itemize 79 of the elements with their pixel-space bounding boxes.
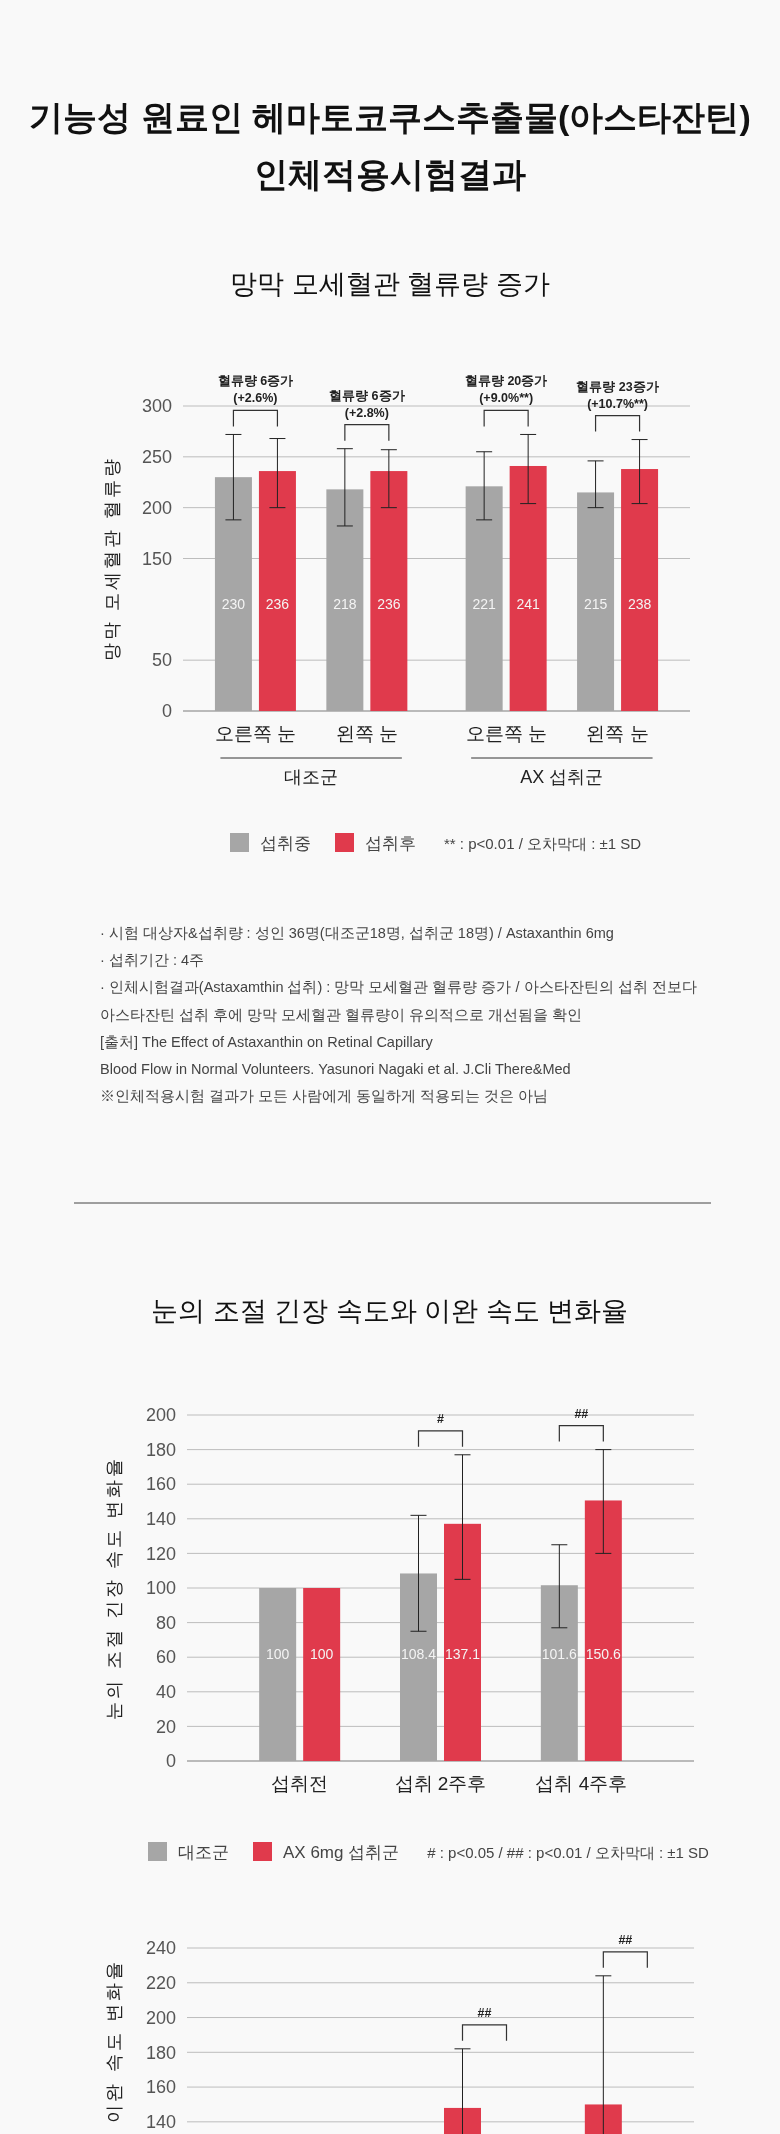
y-tick-label: 200 <box>145 1405 176 1426</box>
y-tick-label: 0 <box>165 1751 176 1772</box>
y-tick-label: 160 <box>145 2077 176 2098</box>
text: 혈류량 6증가 (+2.6%) <box>217 374 294 406</box>
x-tick-label: 섭취 2주후 <box>394 1773 487 1794</box>
y-tick-label: 200 <box>145 2007 176 2028</box>
y-tick-label: 250 <box>141 447 172 468</box>
text: 아스타잔틴 섭취 후에 망막 모세혈관 혈류량이 유의적으로 개선됨을 확인 <box>100 1006 583 1023</box>
text: Blood Flow in Normal Volunteers. Yasunori Nagaki et al. J.Cli There&Med <box>100 1061 571 1077</box>
text: ** : p<0.01 / 오차막대 : ±1 SD <box>444 835 642 852</box>
data-label: 215 <box>583 596 608 612</box>
y-tick-label: 160 <box>145 1474 176 1495</box>
bar <box>400 1573 437 1761</box>
annotation: ## <box>574 1406 589 1421</box>
chart-title: 눈의 조절 긴장 속도와 이완 속도 변화율 <box>151 1296 629 1326</box>
annotation: # <box>437 1411 445 1426</box>
y-tick-label: 150 <box>141 548 172 569</box>
y-tick-label: 220 <box>145 1973 176 1994</box>
y-tick-label: 120 <box>145 1543 176 1564</box>
y-tick-label: 300 <box>141 396 172 417</box>
data-label: 101.6 <box>541 1646 578 1662</box>
x-tick-label: 섭취전 <box>271 1773 329 1794</box>
y-tick-label: 80 <box>155 1612 176 1633</box>
y-tick-label: 40 <box>155 1682 176 1703</box>
data-label: 241 <box>516 596 541 612</box>
x-tick-label: 왼쪽 눈 <box>586 723 649 744</box>
y-tick-label: 180 <box>145 2042 176 2063</box>
text: · 시험 대상자&섭취량 : 성인 36명(대조군18명, 섭취군 18명) / Astaxanthin 6mg <box>100 925 614 941</box>
text: · 섭취기간 : 4주 <box>100 952 205 969</box>
data-label: 137.1 <box>444 1646 481 1662</box>
y-tick-label: 180 <box>145 1439 176 1460</box>
bar <box>303 1588 341 1761</box>
text: ※인체적용시험 결과가 모든 사람에게 동일하게 적용되는 것은 아님 <box>100 1088 549 1105</box>
data-label: 238 <box>627 596 652 612</box>
legend-label: 섭취후 <box>365 834 416 853</box>
annotation: ## <box>477 2005 492 2020</box>
x-tick-label: 오른쪽 눈 <box>214 723 297 744</box>
y-axis-title: 이완 속도 변화율 <box>104 1959 124 2123</box>
data-label: 221 <box>472 596 497 612</box>
annotation: 혈류량 6증가 (+2.8%) <box>329 388 405 420</box>
y-tick-label: 140 <box>145 1509 176 1530</box>
legend-label: AX 6mg 섭취군 <box>283 1843 400 1862</box>
y-tick-label: 20 <box>155 1716 176 1737</box>
chart-subtitle: 망막 모세혈관 혈류량 증가 <box>230 269 550 299</box>
legend-label: 대조군 <box>178 1843 229 1862</box>
text: # : p<0.05 / ## : p<0.01 / 오차막대 : ±1 SD <box>427 1844 710 1861</box>
y-tick-label: 200 <box>141 497 172 518</box>
text: ## <box>618 1932 633 1947</box>
data-label: 218 <box>333 596 357 612</box>
bar <box>584 1500 622 1761</box>
text: AX 섭취군 <box>520 767 604 787</box>
data-label: 150.6 <box>585 1646 622 1662</box>
y-tick-label: 60 <box>155 1647 176 1668</box>
data-label: 236 <box>377 596 401 612</box>
data-label: 236 <box>265 596 290 612</box>
y-axis-title: 망막 모세혈관 혈류량 <box>102 455 122 662</box>
bar <box>444 1523 481 1761</box>
x-tick-label: 오른쪽 눈 <box>465 723 547 744</box>
bar <box>540 1585 578 1761</box>
y-axis-title: 눈의 조절 긴장 속도 변화율 <box>104 1456 124 1720</box>
text: 혈류량 20증가 (+9.0%**) <box>464 374 548 406</box>
text: 대조군 <box>284 767 339 787</box>
annotation: 혈류량 23증가 (+10.7%**) <box>576 379 659 411</box>
y-tick-label: 50 <box>151 650 172 671</box>
bar <box>259 1588 297 1761</box>
data-label: 108.4 <box>400 1646 437 1662</box>
chart-title: 기능성 원료인 헤마토코쿠스추출물(아스타잔틴) 인체적용시험결과 <box>29 98 751 193</box>
y-tick-label: 100 <box>145 1578 176 1599</box>
x-tick-label: 섭취 4주후 <box>535 1773 628 1794</box>
text: · 인체시험결과(Astaxamthin 섭취) : 망막 모세혈관 혈류량 증가 / 아스타잔틴의 섭취 전보다 <box>100 979 697 996</box>
y-tick-label: 240 <box>145 1938 176 1959</box>
text: [출처] The Effect of Astaxanthin on Retinal Capillary <box>100 1033 434 1050</box>
data-label: 230 <box>221 596 246 612</box>
data-label: 100 <box>265 1646 290 1662</box>
y-tick-label: 140 <box>145 2112 176 2133</box>
y-tick-label: 0 <box>161 701 172 722</box>
legend-label: 섭취중 <box>260 834 311 853</box>
data-label: 100 <box>309 1646 334 1662</box>
x-tick-label: 왼쪽 눈 <box>335 723 398 744</box>
